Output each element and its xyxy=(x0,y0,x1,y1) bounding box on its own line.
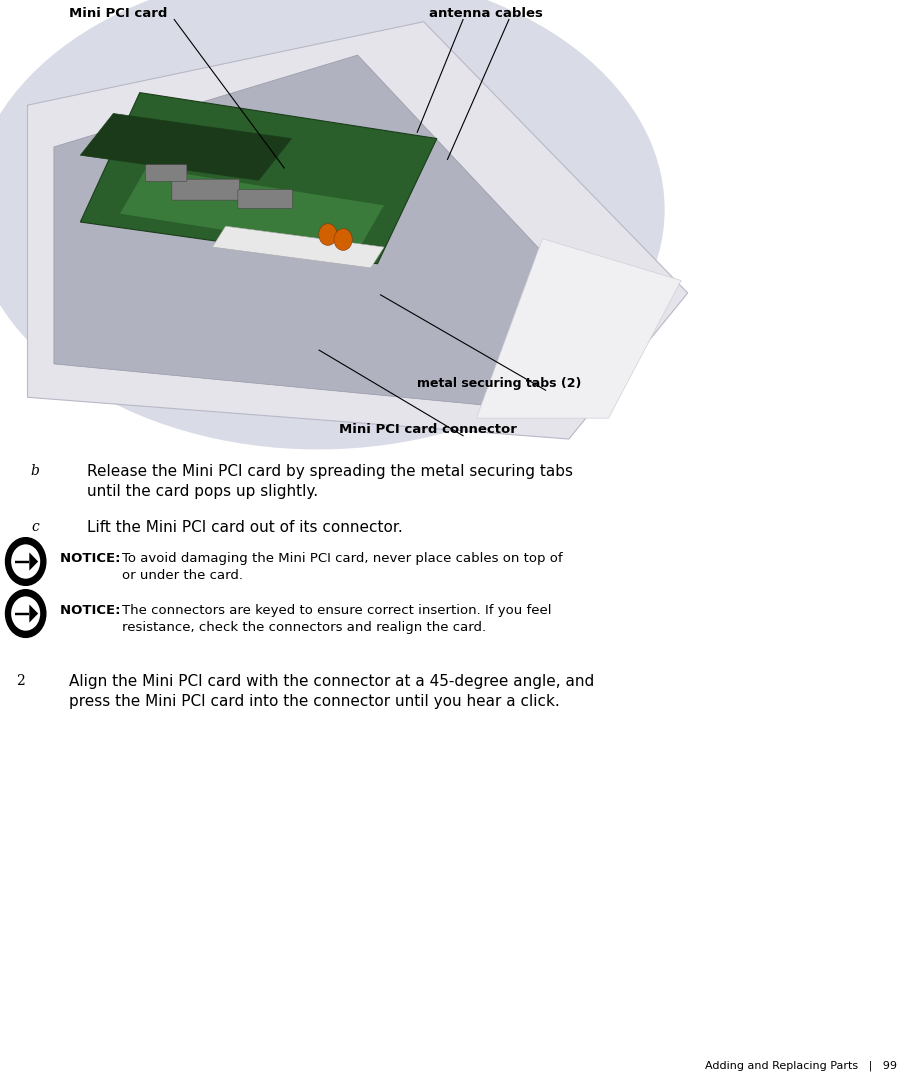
Circle shape xyxy=(11,596,40,631)
Circle shape xyxy=(6,538,46,585)
Polygon shape xyxy=(29,553,39,570)
Text: 2: 2 xyxy=(16,674,25,688)
Text: Adding and Replacing Parts   |   99: Adding and Replacing Parts | 99 xyxy=(705,1060,897,1071)
Text: Mini PCI card connector: Mini PCI card connector xyxy=(339,423,517,436)
Circle shape xyxy=(334,229,352,250)
Ellipse shape xyxy=(0,0,665,450)
Text: Align the Mini PCI card with the connector at a 45-degree angle, and
press the M: Align the Mini PCI card with the connect… xyxy=(69,674,594,709)
FancyBboxPatch shape xyxy=(171,179,239,201)
Polygon shape xyxy=(213,227,384,268)
FancyBboxPatch shape xyxy=(146,165,187,181)
Circle shape xyxy=(6,590,46,637)
Polygon shape xyxy=(54,55,569,405)
Polygon shape xyxy=(29,605,39,622)
Text: c: c xyxy=(31,520,39,534)
Text: The connectors are keyed to ensure correct insertion. If you feel
resistance, ch: The connectors are keyed to ensure corre… xyxy=(122,604,551,634)
Text: Lift the Mini PCI card out of its connector.: Lift the Mini PCI card out of its connec… xyxy=(87,520,403,535)
Text: To avoid damaging the Mini PCI card, never place cables on top of
or under the c: To avoid damaging the Mini PCI card, nev… xyxy=(122,552,563,582)
Text: NOTICE:: NOTICE: xyxy=(60,552,125,565)
Polygon shape xyxy=(81,92,436,263)
Text: Mini PCI card: Mini PCI card xyxy=(69,7,167,20)
Polygon shape xyxy=(81,114,292,180)
Text: NOTICE:: NOTICE: xyxy=(60,604,125,617)
Text: metal securing tabs (2): metal securing tabs (2) xyxy=(417,377,581,390)
Polygon shape xyxy=(28,22,688,439)
Circle shape xyxy=(11,544,40,579)
Text: Release the Mini PCI card by spreading the metal securing tabs
until the card po: Release the Mini PCI card by spreading t… xyxy=(87,464,573,499)
Text: b: b xyxy=(30,464,39,478)
Text: antenna cables: antenna cables xyxy=(429,7,543,20)
FancyBboxPatch shape xyxy=(238,190,293,208)
Polygon shape xyxy=(477,238,681,418)
Polygon shape xyxy=(120,168,384,251)
Circle shape xyxy=(319,223,337,245)
